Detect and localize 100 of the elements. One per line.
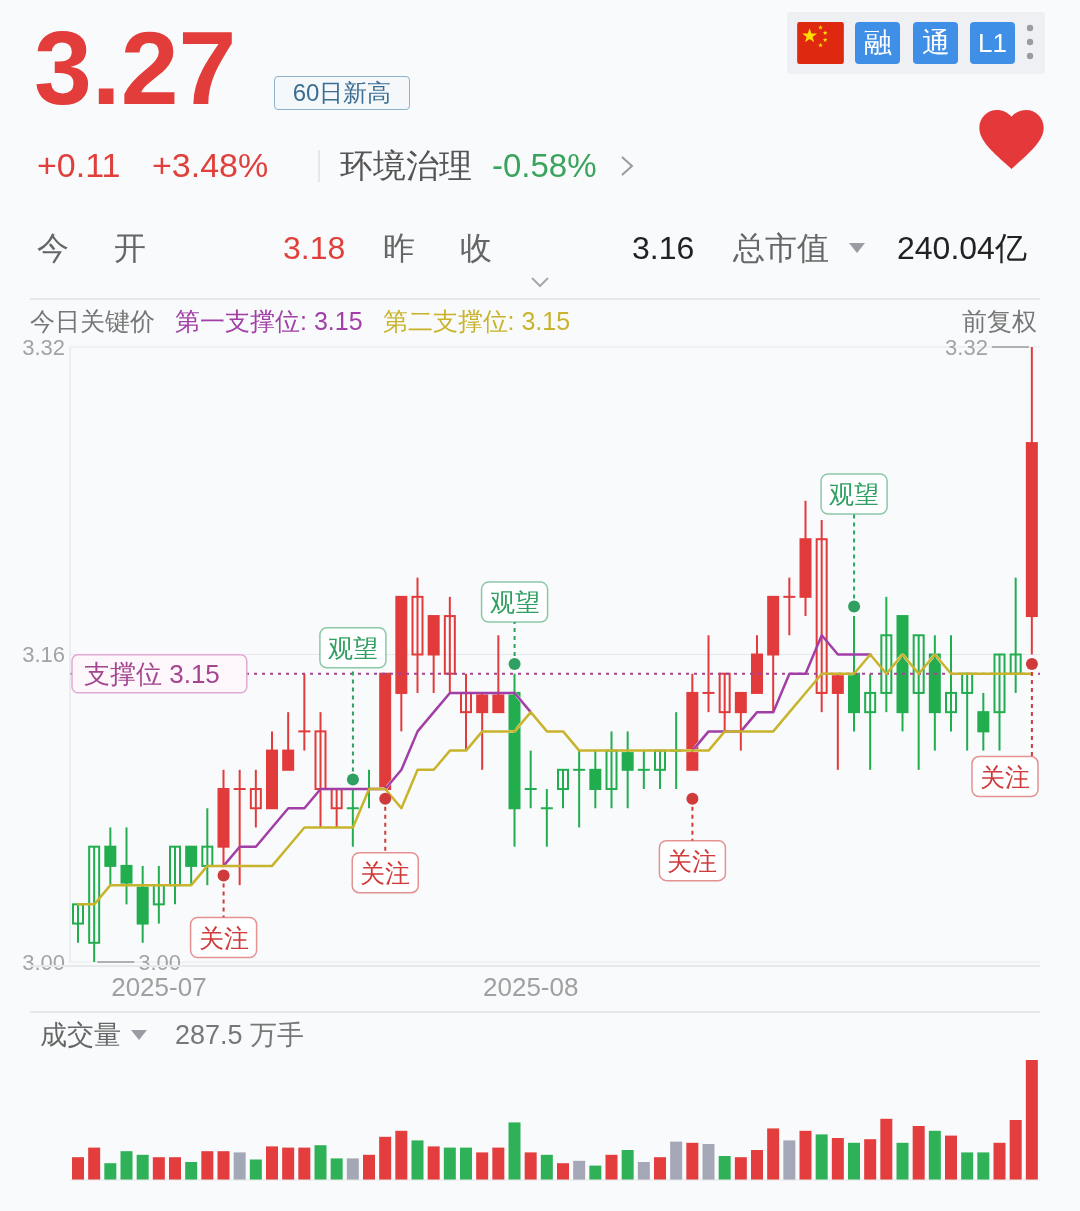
bar [201,1151,214,1180]
bar [815,1134,828,1180]
bar [476,1152,489,1180]
bar [783,1140,796,1180]
bar [104,1163,117,1180]
annotation: 3.32 [945,334,988,360]
candlestick [201,807,214,887]
data-label: 关注 [198,923,249,952]
text: 通 [921,27,950,58]
candlestick [912,634,925,771]
bar [185,1162,198,1180]
bar [702,1144,715,1180]
bar [427,1146,440,1180]
bar [573,1160,586,1180]
bar [637,1162,650,1180]
bar [169,1157,181,1180]
bar [848,1142,860,1180]
point [686,792,699,805]
bar [831,1138,844,1180]
y-tick-label: 3.16 [22,642,65,668]
bar [363,1154,375,1180]
data-label: 关注 [667,846,718,875]
bar [718,1156,731,1180]
point [379,792,392,805]
data-label: 关注 [360,858,411,887]
bar [411,1140,424,1180]
bar [72,1157,84,1180]
bar [928,1130,941,1180]
y-tick-label: 3.32 [22,334,65,360]
candlestick [460,672,472,752]
text: 3.27 [34,10,237,126]
point [508,658,521,671]
bar [751,1150,763,1180]
bar [767,1128,780,1180]
bar [686,1142,699,1180]
bar [896,1142,909,1180]
text: 昨 收 [383,230,492,266]
bar [1009,1120,1022,1180]
bar [993,1142,1006,1180]
candlestick [72,903,84,944]
candlestick [88,845,101,962]
point [848,600,861,613]
bar [977,1152,990,1180]
text: 3.16 [632,230,695,266]
bar [233,1152,246,1180]
bar [945,1135,957,1180]
candlestick [993,653,1006,752]
candlestick [379,672,392,791]
candlestick [314,711,327,829]
candlestick [880,595,893,714]
x-tick-label: 2025-08 [483,972,579,1003]
candlestick [815,518,828,714]
bar [880,1118,893,1180]
text: 240.04亿 [897,230,1027,266]
point [346,773,359,786]
data-label: 关注 [980,762,1030,791]
candlestick [557,768,569,810]
text: +3.48% [152,145,269,184]
text: 今 开 [37,230,146,266]
text: 287.5 万手 [175,1020,305,1050]
point [217,869,230,882]
candlestick [443,595,456,694]
bar [670,1141,683,1180]
text: 第二支撑位: 3.15 [382,306,571,335]
bar [120,1151,133,1180]
data-label: 观望 [327,633,378,662]
bar [266,1146,278,1180]
text: 前复权 [962,306,1037,335]
candlestick [864,672,877,771]
text: 总市值 [733,230,829,266]
candlestick [330,788,343,829]
bar [249,1159,262,1180]
bar [621,1150,634,1180]
text: 3.18 [283,230,346,266]
text: 环境治理 [340,146,472,184]
candlestick [654,749,666,791]
bar [961,1152,974,1180]
bar [443,1147,456,1180]
candlestick [718,672,731,733]
bar [330,1158,343,1180]
candlestick [1009,576,1022,694]
bar [395,1130,408,1180]
bar [346,1158,359,1180]
text: 第一支撑位: 3.15 [175,306,363,335]
candlestick [945,634,957,733]
bar [379,1136,392,1180]
chart-title: 成交量 [40,1020,121,1050]
text: -0.58% [492,146,597,184]
candlestick [169,845,181,906]
bar [912,1126,925,1180]
bar [799,1130,812,1180]
legend-title: 今日关键价 [30,306,155,335]
text: L1 [978,28,1007,58]
bar [540,1154,553,1180]
bar [605,1154,618,1180]
candlestick [249,768,262,829]
bar [88,1147,101,1180]
text: 融 [863,27,892,58]
bar [589,1165,602,1180]
point [1025,658,1038,671]
